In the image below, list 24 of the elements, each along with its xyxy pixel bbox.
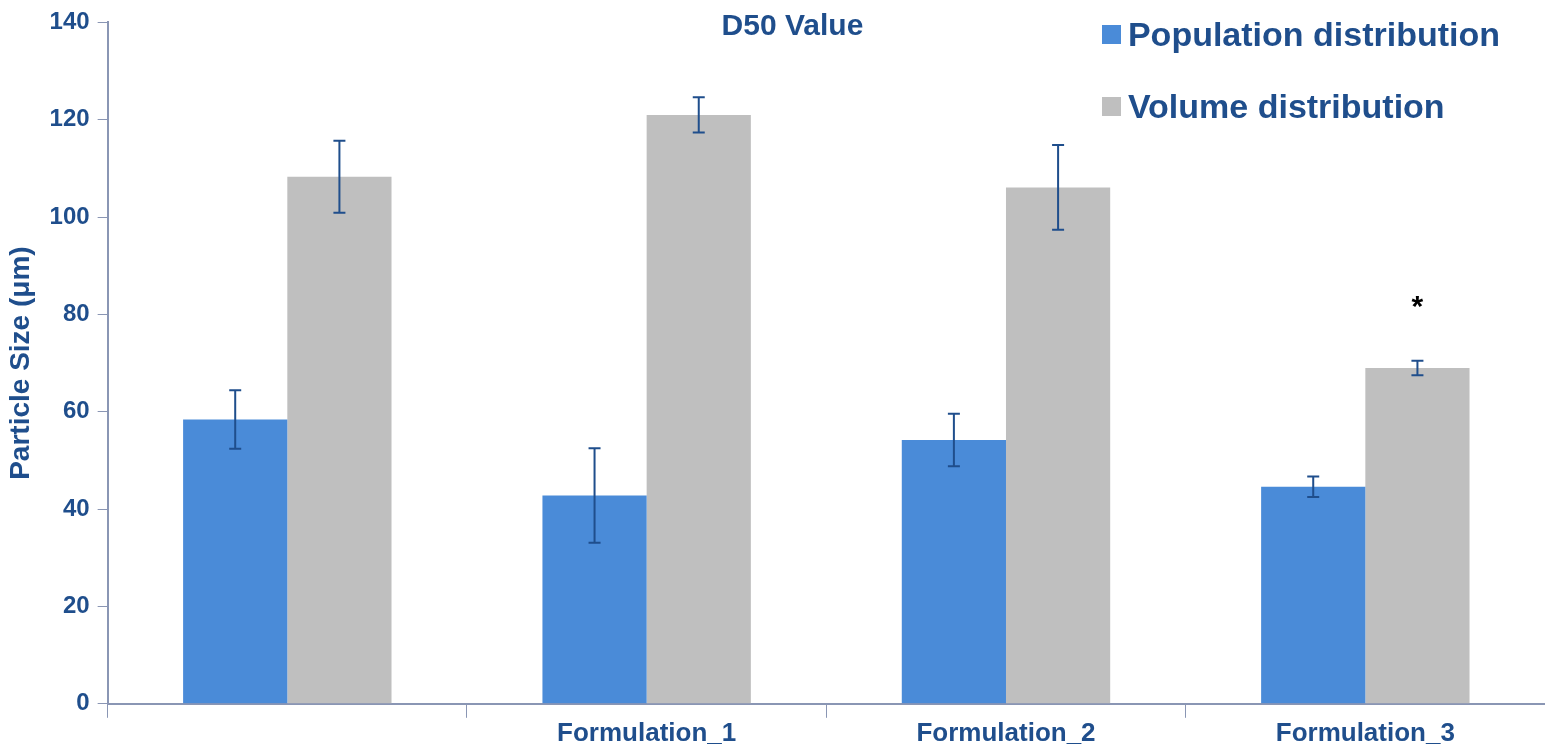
legend-label: Volume distribution [1127, 86, 1445, 126]
x-tick-label: Formulation_3 [1275, 716, 1455, 747]
y-tick-label: 140 [49, 7, 90, 35]
y-tick-label: 0 [76, 688, 90, 716]
y-tick-label: 80 [62, 299, 90, 327]
y-tick-label: 60 [62, 396, 90, 424]
bar [1005, 187, 1111, 704]
annotation: * [1411, 289, 1424, 323]
bar [1261, 486, 1366, 704]
y-axis-title: Particle Size (μm) [3, 246, 35, 480]
bar [542, 495, 647, 704]
bar [1365, 367, 1470, 704]
chart-title: D50 Value [721, 8, 864, 41]
bar [183, 419, 288, 704]
bar [901, 440, 1006, 704]
bar [646, 114, 751, 704]
y-tick-label: 20 [62, 591, 90, 619]
x-tick-label: Formulation_2 [916, 716, 1096, 747]
y-tick-label: 100 [49, 201, 90, 229]
y-tick-label: 120 [49, 104, 90, 132]
y-tick-label: 40 [62, 493, 90, 521]
bar [287, 176, 392, 704]
legend-label: Population distribution [1127, 14, 1500, 54]
x-tick-label: Formulation_1 [557, 716, 737, 747]
